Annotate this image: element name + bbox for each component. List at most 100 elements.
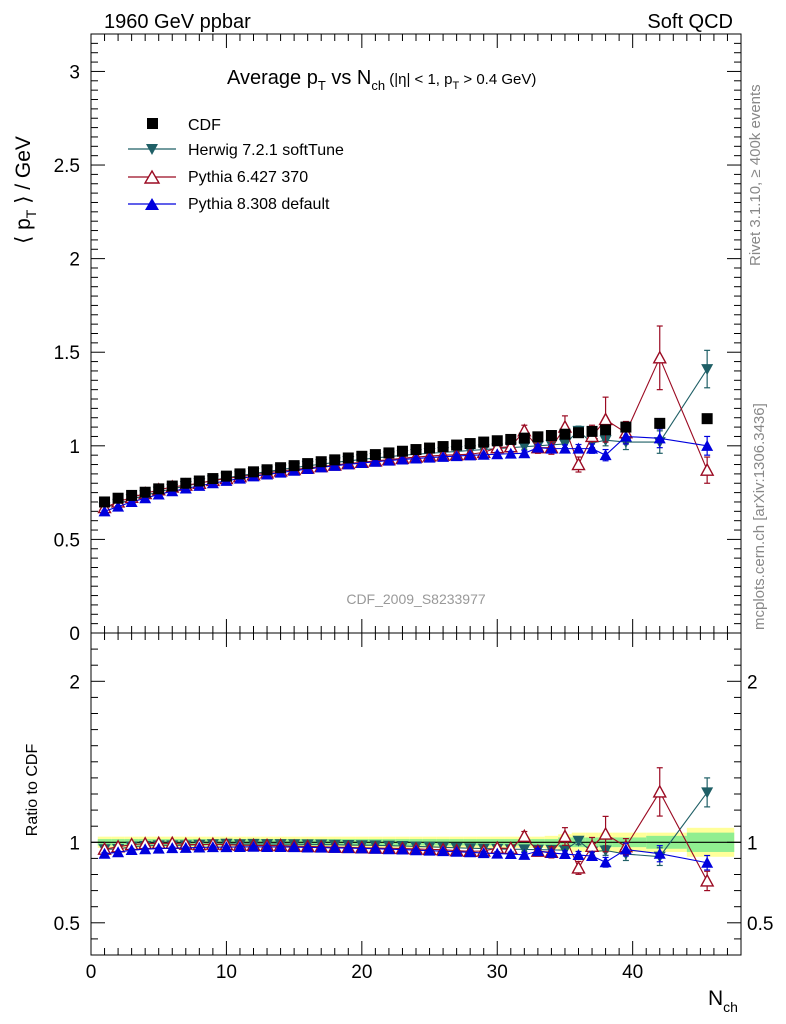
ratio-point-pythia-8-308-default <box>315 841 328 853</box>
ratio-point-herwig-7-2-1-softtune <box>701 787 714 799</box>
y-axis-label: ⟨ pT ⟩ / GeV <box>12 136 39 244</box>
data-point-cdf <box>437 441 449 453</box>
plot-title: Average pT vs Nch (|η| < 1, pT > 0.4 GeV… <box>227 67 536 93</box>
ratio-point-pythia-8-308-default <box>701 856 714 868</box>
data-point-cdf <box>383 447 395 459</box>
data-point-cdf <box>451 439 463 451</box>
data-point-pythia-8-308-default <box>599 449 612 461</box>
legend-entry-herwig: Herwig 7.2.1 softTune <box>128 142 344 159</box>
data-point-cdf <box>99 496 111 508</box>
legend-label-pythia8: Pythia 8.308 default <box>188 196 330 213</box>
ratio-point-pythia-8-308-default <box>410 844 422 856</box>
ratio-point-pythia-8-308-default <box>274 840 287 852</box>
ratio-point-pythia-8-308-default <box>152 842 165 854</box>
legend-label-herwig: Herwig 7.2.1 softTune <box>188 142 344 159</box>
ratio-point-pythia-8-308-default <box>355 842 368 854</box>
data-point-cdf <box>234 468 246 480</box>
x-tick-label: 20 <box>351 962 372 983</box>
ratio-point-pythia-8-308-default <box>301 841 314 853</box>
series-pythia-8-308-default <box>98 428 714 871</box>
legend-entry-pythia6: Pythia 6.427 370 <box>128 169 308 186</box>
data-point-herwig-7-2-1-softtune <box>701 364 714 376</box>
ratio-point-pythia-6-427-370 <box>598 826 613 840</box>
ratio-point-pythia-8-308-default <box>166 842 179 854</box>
ratio-y-tick-label: 1 <box>69 833 80 854</box>
ratio-point-pythia-8-308-default <box>558 848 571 860</box>
ratio-point-pythia-8-308-default <box>382 843 395 855</box>
ratio-point-pythia-8-308-default <box>328 841 341 853</box>
rivet-label: Rivet 3.1.10, ≥ 400k events <box>747 84 764 266</box>
ratio-point-pythia-8-308-default <box>206 841 219 853</box>
data-point-cdf <box>248 466 259 478</box>
data-point-pythia-6-427-370 <box>652 350 667 364</box>
ratio-point-pythia-6-427-370 <box>557 829 573 843</box>
data-point-pythia-8-308-default <box>619 430 632 442</box>
data-point-cdf <box>620 421 632 433</box>
data-point-pythia-8-308-default <box>504 447 517 459</box>
main-y-tick-label: 0.5 <box>54 530 80 551</box>
data-point-pythia-8-308-default <box>396 453 409 465</box>
data-point-pythia-8-308-default <box>545 442 558 454</box>
data-point-cdf <box>153 483 165 495</box>
x-tick-label: 30 <box>487 962 508 983</box>
ratio-point-pythia-8-308-default <box>599 856 612 868</box>
ratio-point-pythia-8-308-default <box>261 840 274 852</box>
legend-label-cdf: CDF <box>188 117 221 134</box>
data-point-pythia-6-427-370 <box>571 457 586 471</box>
x-axis-label: Nch <box>708 987 738 1015</box>
data-point-pythia-8-308-default <box>423 451 436 463</box>
data-point-cdf <box>302 458 314 470</box>
data-point-cdf <box>654 417 666 429</box>
data-point-cdf <box>559 428 571 440</box>
data-point-cdf <box>126 489 138 501</box>
ratio-point-pythia-8-308-default <box>545 846 558 858</box>
ratio-point-pythia-8-308-default <box>437 845 450 857</box>
data-point-cdf <box>532 431 544 443</box>
ratio-point-pythia-8-308-default <box>450 845 463 857</box>
data-point-cdf <box>356 450 368 462</box>
ratio-point-pythia-8-308-default <box>98 847 111 859</box>
x-tick-label: 40 <box>622 962 643 983</box>
ratio-point-pythia-6-427-370 <box>652 784 667 798</box>
series-cdf <box>99 413 713 508</box>
data-point-cdf <box>207 473 219 485</box>
ratio-point-pythia-8-308-default <box>179 841 192 853</box>
ratio-point-pythia-8-308-default <box>112 846 125 858</box>
ratio-point-pythia-8-308-default <box>477 847 490 859</box>
ratio-point-pythia-8-308-default <box>572 849 585 861</box>
legend-marker-pythia6 <box>143 169 161 184</box>
data-point-cdf <box>586 425 598 437</box>
legend-entry-cdf: CDF <box>147 117 221 134</box>
ratio-point-pythia-8-308-default <box>423 844 436 856</box>
data-point-pythia-8-308-default <box>355 457 368 469</box>
data-point-pythia-8-308-default <box>586 442 599 454</box>
data-point-cdf <box>701 413 713 425</box>
ratio-y-tick-label: 0.5 <box>54 914 80 935</box>
data-point-cdf <box>275 462 287 474</box>
data-point-cdf <box>288 460 300 472</box>
data-point-pythia-8-308-default <box>125 495 138 507</box>
series-marks <box>97 325 715 892</box>
ratio-point-pythia-8-308-default <box>125 844 138 856</box>
data-point-cdf <box>545 430 557 442</box>
data-point-cdf <box>600 424 612 436</box>
data-point-pythia-8-308-default <box>653 432 666 444</box>
data-point-cdf <box>342 452 354 464</box>
data-point-pythia-6-427-370 <box>699 462 715 476</box>
data-point-pythia-8-308-default <box>558 442 571 454</box>
ratio-point-pythia-8-308-default <box>396 843 409 855</box>
main-y-tick-label: 2 <box>69 250 80 271</box>
data-point-cdf <box>491 435 503 447</box>
legend-marker-herwig <box>146 144 158 155</box>
data-point-pythia-8-308-default <box>98 505 111 517</box>
data-point-cdf <box>369 449 381 461</box>
mcplots-label: mcplots.cern.ch [arXiv:1306.3436] <box>751 403 768 630</box>
data-point-cdf <box>396 445 408 457</box>
ratio-y-tick-label: 2 <box>69 672 80 693</box>
main-panel-ticks: 0 0.5 1 1.5 2 2.5 3 <box>54 33 742 645</box>
data-point-pythia-8-308-default <box>342 458 355 470</box>
ratio-panel-frame <box>90 632 742 956</box>
data-point-cdf <box>573 427 584 439</box>
data-point-pythia-8-308-default <box>572 442 585 454</box>
ratio-y-axis-label: Ratio to CDF <box>24 744 41 837</box>
